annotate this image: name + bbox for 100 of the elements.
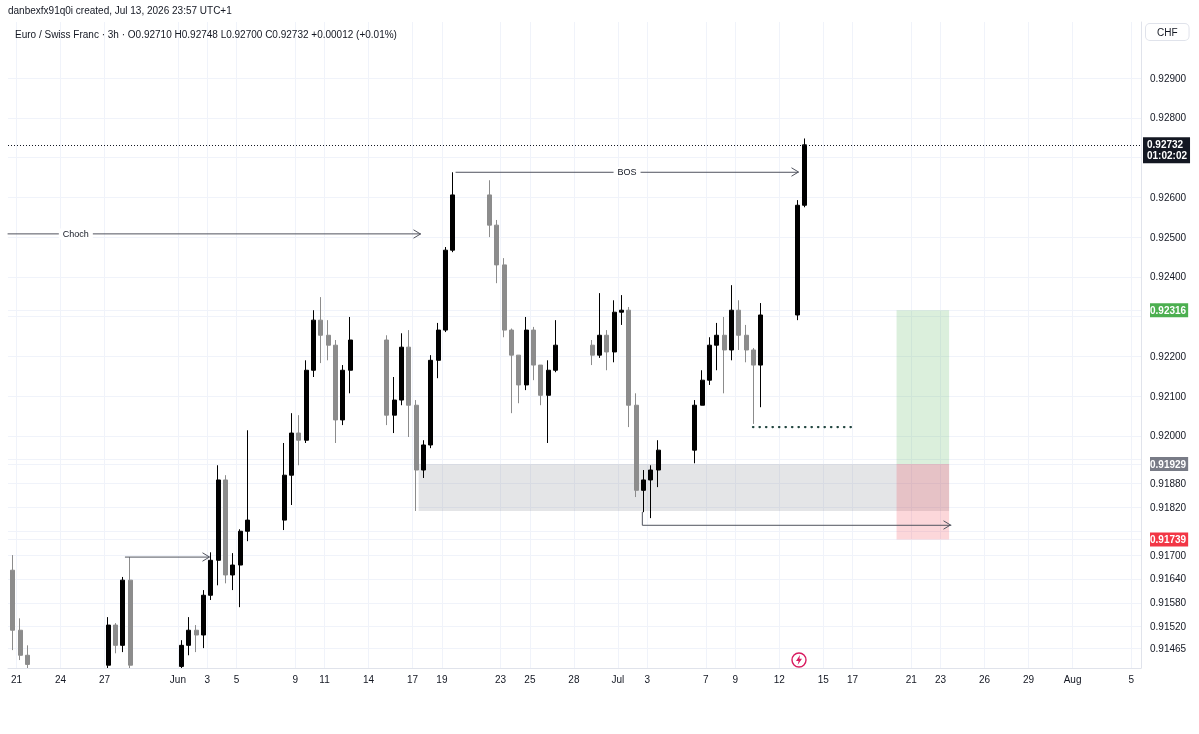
candlestick — [194, 624, 199, 653]
candlestick — [186, 616, 191, 656]
candlestick — [692, 399, 697, 464]
candlestick — [729, 284, 734, 361]
candlestick — [10, 554, 15, 651]
candlestick — [289, 412, 294, 506]
candlestick — [384, 334, 389, 426]
y-tick-label: 0.91700 — [1150, 549, 1187, 561]
x-tick-label: 23 — [934, 673, 947, 685]
x-tick-label: 17 — [406, 673, 419, 685]
x-tick-label: 21 — [905, 673, 918, 685]
x-tick-label: 14 — [362, 673, 375, 685]
candlestick — [223, 474, 228, 584]
candlestick — [296, 414, 301, 466]
x-tick-label: 24 — [54, 673, 67, 685]
candlestick — [414, 399, 419, 512]
y-tick-label: 0.92900 — [1150, 72, 1187, 84]
y-tick-label: 0.92200 — [1150, 350, 1187, 362]
candlestick — [751, 347, 756, 425]
candlestick — [546, 359, 551, 444]
candlestick — [648, 464, 653, 519]
candlestick — [656, 439, 661, 488]
candlestick — [406, 329, 411, 438]
candlestick — [590, 339, 595, 366]
y-tick-label: 0.91880 — [1150, 478, 1187, 490]
candlestick — [626, 306, 631, 428]
x-tick-label: 25 — [524, 673, 536, 685]
x-tick-label: 9 — [292, 673, 299, 685]
x-tick-label: 27 — [98, 673, 111, 685]
candlestick — [399, 332, 404, 406]
y-tick-label: 0.91465 — [1150, 643, 1187, 655]
candlestick — [744, 324, 749, 363]
y-tick-label: 0.92400 — [1150, 271, 1187, 283]
candlestick — [326, 319, 331, 361]
candlestick — [304, 359, 309, 444]
y-tick-label: 0.91820 — [1150, 501, 1187, 513]
x-tick-label: 3 — [204, 673, 211, 685]
candlestick — [25, 644, 30, 669]
candlestick — [531, 326, 536, 381]
text: Euro / Swiss Franc · 3h · O0.92710 H0.92748 L0.92700 C0.92732 +0.00012 (+0.01%) — [15, 28, 397, 40]
y-tick-label: 0.91520 — [1150, 621, 1187, 633]
candlestick — [795, 199, 800, 321]
candlestick — [634, 392, 639, 498]
candlestick — [700, 369, 705, 406]
y-tick-label: 0.91739 — [1150, 534, 1187, 546]
candlestick — [311, 309, 316, 378]
candlestick — [722, 316, 727, 394]
x-tick-label: 12 — [773, 673, 786, 685]
text: danbexfx91q0i created, Jul 13, 2026 23:57 UTC+1 — [8, 4, 233, 16]
candlestick — [113, 622, 118, 654]
y-tick-label: 0.92800 — [1150, 112, 1187, 124]
candlestick — [604, 329, 609, 371]
candlestick — [641, 469, 646, 513]
candlestick — [736, 299, 741, 351]
x-tick-label: 5 — [233, 673, 240, 685]
candlestick — [707, 336, 712, 386]
x-tick-label: 28 — [568, 673, 580, 685]
candlestick — [216, 464, 221, 586]
candlestick — [553, 319, 558, 373]
x-tick-label: 19 — [436, 673, 448, 685]
x-tick-label: 15 — [817, 673, 830, 685]
candlestick — [245, 429, 250, 542]
candlestick — [282, 442, 287, 531]
y-tick-label: 0.91580 — [1150, 597, 1187, 609]
candlestick — [714, 322, 719, 371]
x-tick-label: 9 — [732, 673, 739, 685]
candlestick — [487, 179, 492, 238]
candlestick — [494, 219, 499, 284]
x-tick-label: 26 — [978, 673, 991, 685]
candlestick — [179, 639, 184, 669]
annotation: Choch — [62, 228, 89, 239]
candlestick — [524, 316, 529, 391]
candlestick — [597, 292, 602, 359]
ref-line-label: 0.92732 01:02:02 — [1147, 139, 1188, 162]
x-tick-label: 21 — [10, 673, 23, 685]
candlestick — [450, 171, 455, 253]
candlestick — [802, 137, 807, 208]
x-tick-label: 11 — [319, 673, 331, 685]
y-tick-label: 0.92500 — [1150, 231, 1187, 243]
candlestick — [443, 246, 448, 333]
y-tick-label: 0.92000 — [1150, 430, 1187, 442]
candlestick — [230, 552, 235, 591]
x-tick-label: 17 — [846, 673, 859, 685]
candlestick — [516, 354, 521, 404]
candlestick — [106, 616, 111, 669]
y-tick-label: 0.92316 — [1150, 304, 1187, 316]
candlestick — [348, 316, 353, 394]
x-tick-label: Aug — [1063, 673, 1082, 685]
x-tick-label: 5 — [1128, 673, 1135, 685]
candlestick — [18, 617, 23, 661]
x-tick-label: 3 — [644, 673, 651, 685]
y-tick-label: 0.91640 — [1150, 573, 1187, 585]
candlestick — [612, 299, 617, 363]
candlestick — [428, 354, 433, 449]
candlestick — [502, 257, 507, 338]
y-tick-label: 0.92100 — [1150, 390, 1187, 402]
candlestick — [436, 322, 441, 379]
candlestick — [208, 551, 213, 601]
x-tick-label: 7 — [703, 673, 710, 685]
candlestick — [619, 294, 624, 326]
